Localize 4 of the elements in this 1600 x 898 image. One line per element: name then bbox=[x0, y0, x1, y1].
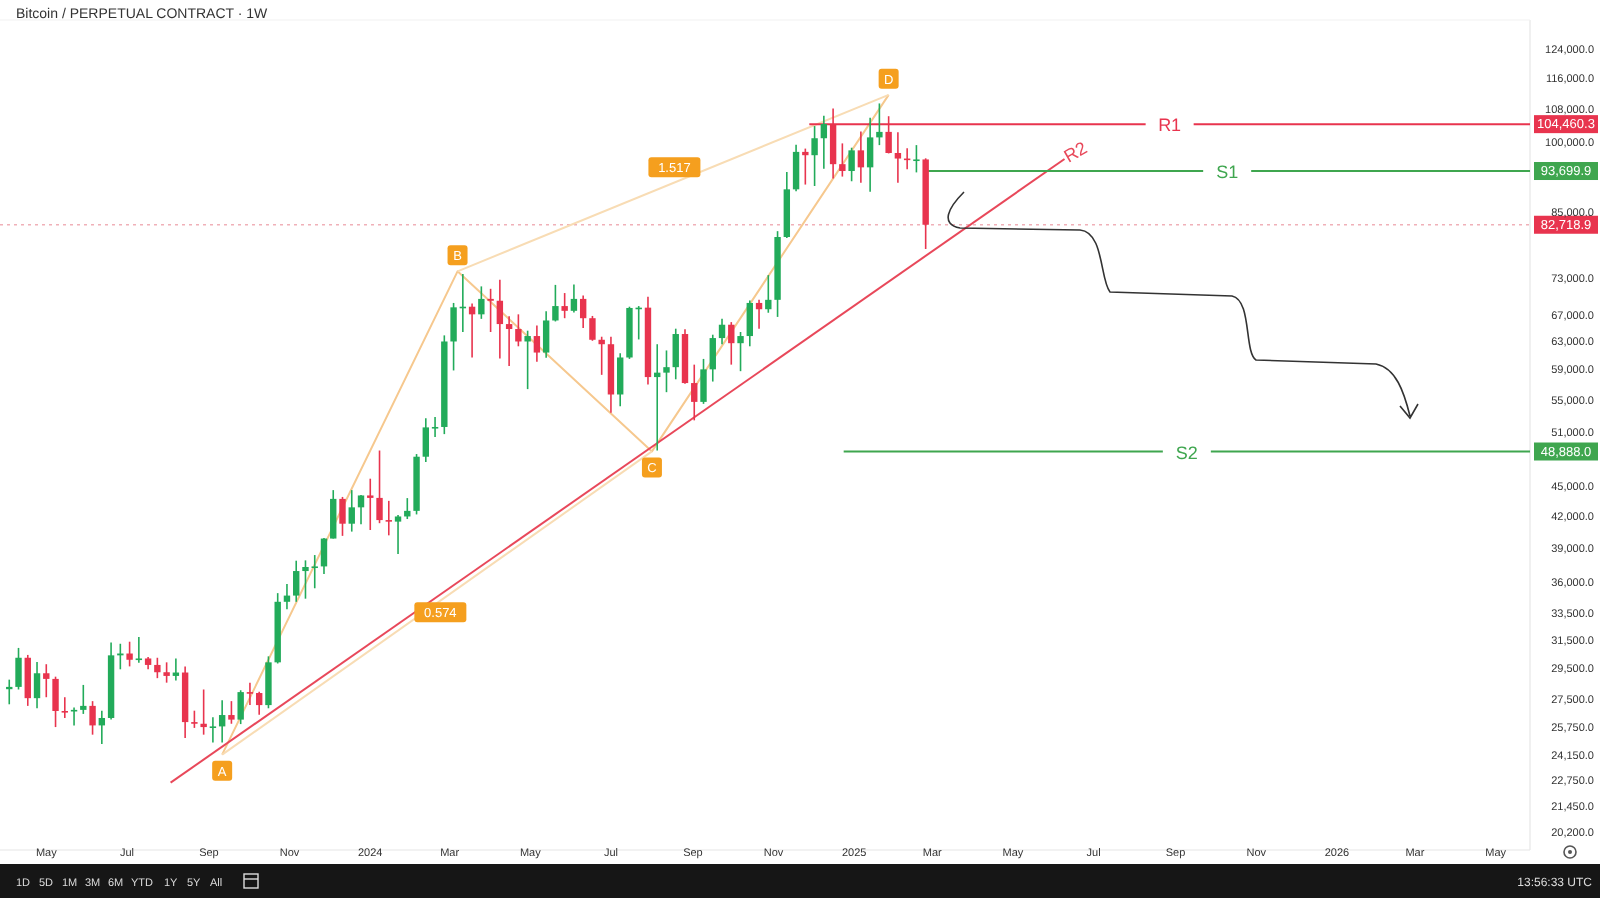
series-label: R1 bbox=[1158, 115, 1182, 136]
series-label: S1 bbox=[1216, 162, 1239, 183]
text: R2 bbox=[1060, 137, 1091, 167]
series-label: S2 bbox=[1175, 442, 1198, 463]
